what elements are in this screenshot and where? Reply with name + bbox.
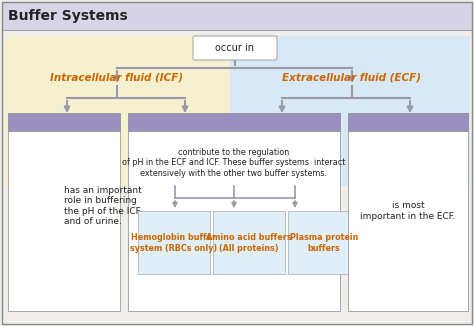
FancyBboxPatch shape bbox=[348, 131, 468, 311]
FancyBboxPatch shape bbox=[230, 36, 470, 186]
Text: Plasma protein
buffers: Plasma protein buffers bbox=[290, 233, 358, 253]
FancyBboxPatch shape bbox=[128, 113, 340, 131]
FancyBboxPatch shape bbox=[8, 113, 120, 131]
FancyBboxPatch shape bbox=[8, 131, 120, 311]
FancyBboxPatch shape bbox=[5, 36, 230, 186]
FancyBboxPatch shape bbox=[193, 36, 277, 60]
FancyBboxPatch shape bbox=[288, 211, 360, 274]
Text: Buffer Systems: Buffer Systems bbox=[8, 9, 128, 23]
FancyBboxPatch shape bbox=[138, 211, 210, 274]
Text: Extracellular fluid (ECF): Extracellular fluid (ECF) bbox=[283, 73, 421, 83]
FancyBboxPatch shape bbox=[2, 2, 472, 30]
Text: Intracellular fluid (ICF): Intracellular fluid (ICF) bbox=[50, 73, 183, 83]
FancyBboxPatch shape bbox=[128, 131, 340, 311]
Text: is most
important in the ECF.: is most important in the ECF. bbox=[360, 201, 456, 221]
Text: occur in: occur in bbox=[216, 43, 255, 53]
Text: has an important
role in buffering
the pH of the ICF
and of urine.: has an important role in buffering the p… bbox=[64, 186, 142, 226]
FancyBboxPatch shape bbox=[213, 211, 285, 274]
Text: contribute to the regulation
of pH in the ECF and ICF. These buffer systems  int: contribute to the regulation of pH in th… bbox=[122, 148, 346, 178]
FancyBboxPatch shape bbox=[348, 113, 468, 131]
Text: Hemoglobin buffer
system (RBCs only): Hemoglobin buffer system (RBCs only) bbox=[130, 233, 218, 253]
Text: Amino acid buffers
(All proteins): Amino acid buffers (All proteins) bbox=[206, 233, 292, 253]
